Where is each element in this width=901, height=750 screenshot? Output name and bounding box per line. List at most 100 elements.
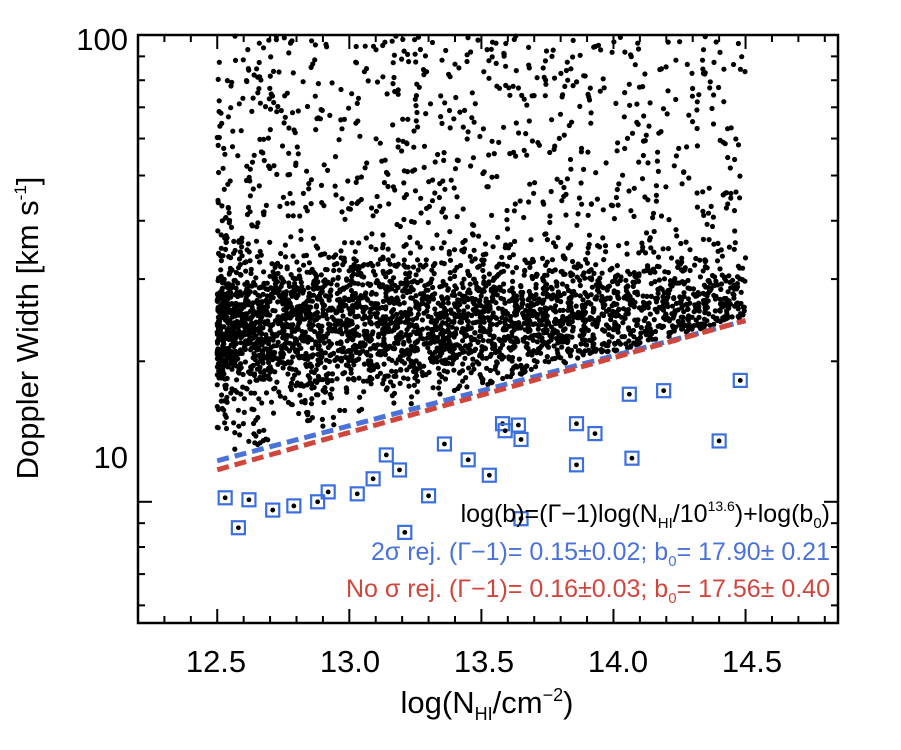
data-point — [638, 325, 644, 331]
data-point — [293, 276, 299, 282]
data-point — [491, 284, 497, 290]
data-point — [576, 348, 583, 354]
data-point — [655, 323, 661, 329]
data-point — [345, 330, 351, 336]
data-point — [663, 311, 669, 317]
data-point — [348, 370, 354, 376]
data-point — [284, 322, 290, 328]
data-point — [417, 365, 423, 371]
data-point — [381, 331, 387, 337]
data-point — [480, 126, 486, 132]
data-point — [441, 157, 447, 163]
data-point — [247, 193, 253, 199]
data-point — [413, 293, 419, 299]
data-point — [570, 327, 576, 333]
data-point — [581, 270, 587, 276]
data-point — [469, 221, 476, 228]
data-point — [385, 183, 391, 190]
data-point — [322, 350, 328, 356]
data-point — [285, 172, 291, 178]
data-point — [684, 61, 690, 67]
data-point — [641, 268, 647, 274]
data-point — [386, 356, 392, 362]
data-point — [631, 213, 637, 219]
data-point — [272, 264, 278, 270]
data-point — [489, 294, 495, 300]
data-point — [427, 340, 433, 346]
data-point — [358, 349, 364, 355]
data-point — [351, 262, 357, 268]
data-point — [384, 373, 390, 379]
data-point — [503, 63, 509, 69]
data-point — [331, 254, 337, 260]
data-point — [303, 204, 309, 210]
data-point — [254, 224, 260, 230]
data-point — [418, 278, 424, 284]
data-point — [397, 223, 403, 230]
data-point — [387, 268, 393, 274]
data-point — [390, 60, 396, 66]
data-point — [660, 106, 667, 112]
data-point — [582, 341, 588, 347]
data-point — [430, 177, 436, 183]
data-point — [238, 391, 244, 397]
data-point — [218, 267, 224, 273]
data-point — [496, 305, 502, 311]
data-point — [538, 321, 545, 328]
data-point — [588, 301, 594, 307]
data-point — [401, 360, 408, 366]
data-point — [368, 319, 374, 326]
data-point — [286, 150, 292, 156]
data-point — [372, 272, 378, 278]
data-point — [439, 57, 445, 63]
data-point — [298, 228, 304, 234]
data-point — [535, 299, 541, 305]
data-point — [464, 58, 470, 65]
data-point — [243, 259, 249, 265]
data-point — [275, 103, 281, 110]
data-point — [413, 118, 419, 124]
data-point — [379, 158, 385, 164]
data-point — [657, 66, 663, 73]
data-point — [481, 309, 487, 315]
data-point — [322, 266, 329, 273]
data-point — [288, 359, 294, 365]
data-point — [586, 97, 593, 103]
data-point — [327, 289, 333, 295]
data-point — [655, 149, 661, 155]
data-point — [702, 257, 708, 263]
data-point — [374, 193, 380, 200]
data-point — [610, 308, 616, 314]
data-point — [390, 122, 396, 128]
data-point — [489, 212, 495, 218]
data-point — [362, 321, 368, 327]
data-point — [424, 325, 430, 331]
data-point — [490, 244, 496, 250]
data-point — [648, 293, 654, 299]
data-point — [420, 336, 426, 342]
data-point — [471, 119, 477, 125]
data-point — [246, 324, 252, 330]
data-point — [252, 282, 258, 288]
data-point — [605, 348, 611, 354]
data-point — [435, 385, 442, 391]
data-point — [254, 366, 260, 372]
data-point — [274, 171, 280, 177]
data-point — [707, 85, 713, 91]
data-point — [667, 287, 673, 293]
data-point — [731, 292, 737, 298]
data-point — [362, 43, 368, 49]
data-point — [551, 75, 558, 81]
data-point — [244, 386, 250, 392]
data-point — [263, 336, 269, 342]
data-point — [561, 132, 567, 138]
data-point — [329, 305, 335, 311]
data-point — [432, 291, 438, 297]
data-point — [653, 198, 660, 204]
data-point — [577, 52, 583, 58]
data-point — [569, 311, 576, 317]
data-point — [368, 300, 374, 306]
data-point — [308, 401, 315, 407]
data-point — [351, 327, 358, 333]
data-point — [732, 156, 738, 163]
